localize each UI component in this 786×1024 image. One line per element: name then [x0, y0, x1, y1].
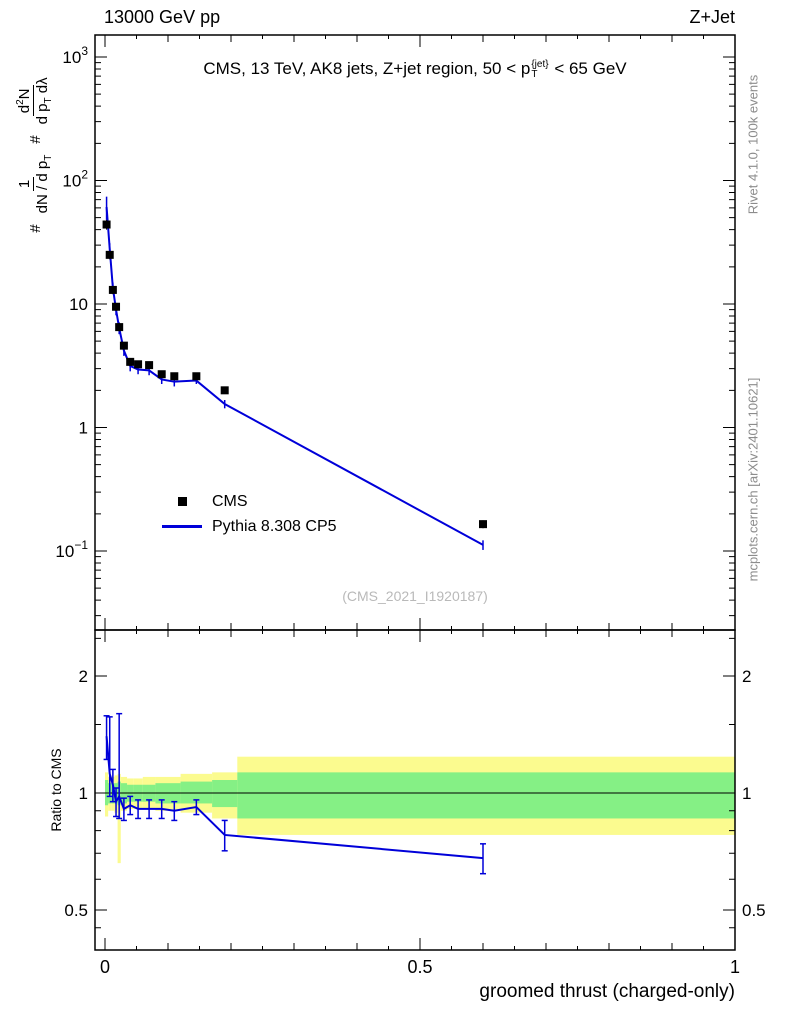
svg-text:102: 102	[62, 168, 88, 191]
legend-item-pythia: Pythia 8.308 CP5	[160, 514, 337, 539]
ylabel-frac2-num-text: d	[16, 104, 34, 114]
main-y-axis-label: # 1 dN / d pT # d2N d pT dλ	[7, 4, 63, 304]
svg-text:1: 1	[79, 784, 88, 803]
ylabel-frac2-num-post: N	[16, 88, 34, 100]
ratio-y-axis-label: Ratio to CMS	[48, 748, 64, 832]
ylabel-fraction-2: d2N d pT dλ	[15, 75, 55, 126]
svg-text:10: 10	[69, 295, 88, 314]
legend-label-cms: CMS	[212, 492, 248, 510]
ylabel-frac2-den-sub: T	[43, 97, 55, 104]
legend: CMS Pythia 8.308 CP5	[160, 489, 337, 539]
plot-title: CMS, 13 TeV, AK8 jets, Z+jet region, 50 …	[100, 59, 730, 80]
svg-text:1: 1	[742, 784, 751, 803]
svg-text:0.5: 0.5	[64, 901, 88, 920]
analysis-id-watermark: (CMS_2021_I1920187)	[342, 588, 488, 604]
svg-text:103: 103	[62, 44, 88, 67]
rivet-version-label: Rivet 4.1.0, 100k events	[745, 74, 761, 215]
ylabel-frac1-numerator: 1	[15, 176, 34, 192]
legend-item-cms: CMS	[160, 489, 337, 514]
cms-square-marker-icon	[177, 497, 187, 506]
ylabel-frac2-den-post: dλ	[34, 77, 52, 98]
plot-title-sub: T	[531, 68, 538, 80]
svg-text:1: 1	[79, 419, 88, 438]
pythia-line-icon	[162, 525, 202, 528]
beam-energy-label: 13000 GeV pp	[104, 7, 221, 27]
pt-jet-stack: {jet} T	[531, 58, 549, 80]
svg-text:1: 1	[730, 957, 740, 977]
svg-text:2: 2	[79, 667, 88, 686]
ylabel-frac2-numerator: d2N	[15, 85, 35, 117]
legend-label-pythia: Pythia 8.308 CP5	[212, 517, 337, 535]
plot-title-sup: {jet}	[531, 58, 549, 70]
pythia-line-sample	[160, 525, 204, 528]
ylabel-fraction-1: 1 dN / d pT	[15, 153, 55, 216]
ylabel-frac2-num-sup: 2	[15, 99, 27, 105]
cms-marker-sample	[160, 497, 204, 506]
analysis-region-label: Z+Jet	[689, 7, 735, 27]
ylabel-frac1-denominator: dN / d pT	[34, 153, 55, 216]
ylabel-hash-1: #	[26, 224, 44, 233]
ylabel-frac1-den-text: dN / d p	[33, 160, 51, 214]
svg-text:2: 2	[742, 667, 751, 686]
svg-text:10−1: 10−1	[55, 538, 88, 561]
svg-text:0: 0	[100, 957, 110, 977]
ylabel-hash-2: #	[26, 135, 44, 144]
ylabel-frac1-den-sub: T	[42, 154, 54, 161]
x-axis-title: groomed thrust (charged-only)	[479, 981, 735, 1002]
ylabel-frac2-denominator: d pT dλ	[34, 75, 55, 126]
ylabel-frac2-den-text: d p	[34, 103, 52, 125]
plot-title-pre: CMS, 13 TeV, AK8 jets, Z+jet region, 50 …	[203, 59, 531, 78]
mcplots-reference-label: mcplots.cern.ch [arXiv:2401.10621]	[745, 377, 761, 582]
plot-title-post: < 65 GeV	[549, 59, 627, 78]
svg-text:0.5: 0.5	[742, 901, 766, 920]
svg-text:0.5: 0.5	[407, 957, 432, 977]
